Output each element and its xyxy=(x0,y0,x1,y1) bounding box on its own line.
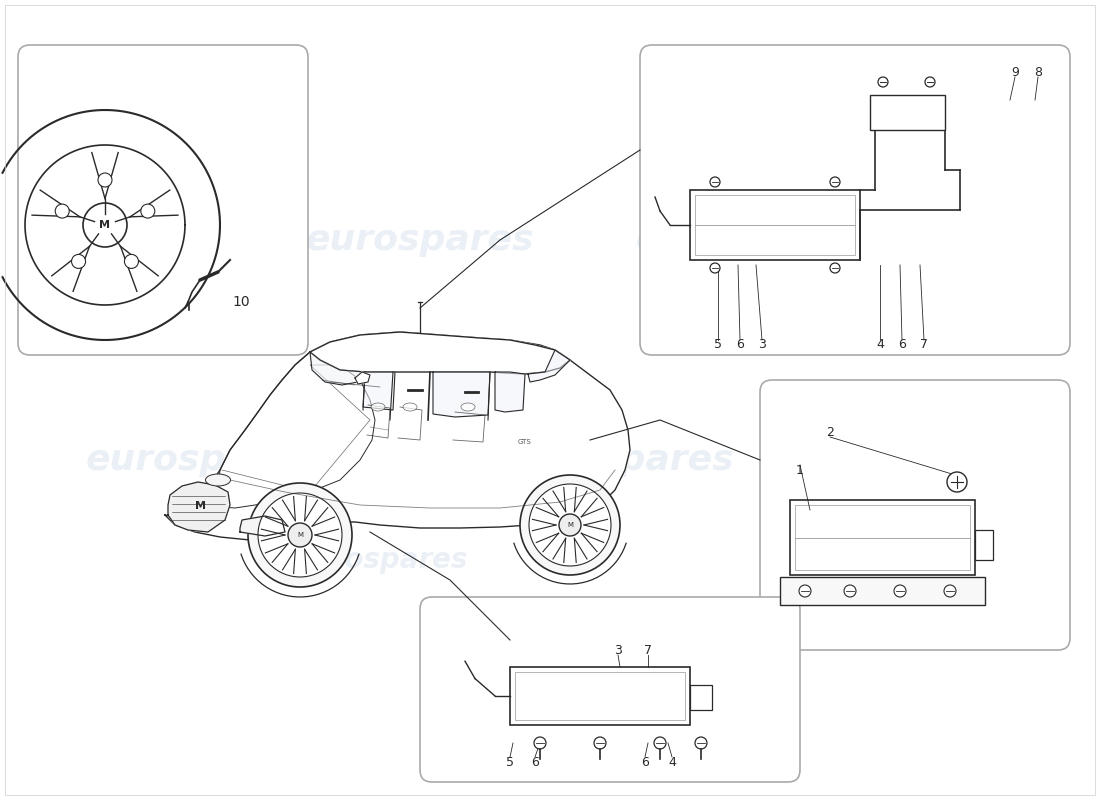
Circle shape xyxy=(258,493,342,577)
Circle shape xyxy=(878,77,888,87)
Circle shape xyxy=(799,585,811,597)
FancyBboxPatch shape xyxy=(18,45,308,355)
Circle shape xyxy=(894,585,906,597)
Text: 6: 6 xyxy=(736,338,744,351)
FancyBboxPatch shape xyxy=(420,597,800,782)
Text: M: M xyxy=(195,501,206,511)
Circle shape xyxy=(710,177,720,187)
Circle shape xyxy=(124,254,139,269)
Ellipse shape xyxy=(461,403,475,411)
Circle shape xyxy=(594,737,606,749)
Polygon shape xyxy=(363,372,395,410)
Circle shape xyxy=(55,204,69,218)
Circle shape xyxy=(72,254,86,269)
Text: M: M xyxy=(566,522,573,528)
Circle shape xyxy=(944,585,956,597)
Text: eurospares: eurospares xyxy=(293,546,468,574)
Polygon shape xyxy=(433,372,490,417)
Circle shape xyxy=(695,737,707,749)
Text: 4: 4 xyxy=(668,755,675,769)
Circle shape xyxy=(830,263,840,273)
Text: 6: 6 xyxy=(531,755,539,769)
Circle shape xyxy=(559,514,581,536)
Circle shape xyxy=(925,77,935,87)
Polygon shape xyxy=(495,372,525,412)
Text: eurospares: eurospares xyxy=(636,223,865,257)
Bar xyxy=(695,195,855,255)
Text: M: M xyxy=(99,220,110,230)
Text: 3: 3 xyxy=(614,643,622,657)
Bar xyxy=(870,95,945,130)
Ellipse shape xyxy=(371,403,385,411)
Text: 4: 4 xyxy=(876,338,884,351)
Text: eurospares: eurospares xyxy=(306,223,535,257)
Text: 6: 6 xyxy=(898,338,906,351)
Bar xyxy=(795,505,970,570)
Ellipse shape xyxy=(403,403,417,411)
Circle shape xyxy=(844,585,856,597)
Bar xyxy=(790,500,975,575)
Text: 8: 8 xyxy=(1034,66,1042,78)
Circle shape xyxy=(141,204,155,218)
Text: 7: 7 xyxy=(920,338,928,351)
Text: 2: 2 xyxy=(826,426,834,438)
Polygon shape xyxy=(240,516,285,536)
Text: 10: 10 xyxy=(232,295,250,309)
FancyBboxPatch shape xyxy=(640,45,1070,355)
Bar xyxy=(975,530,993,560)
Polygon shape xyxy=(165,332,630,542)
Circle shape xyxy=(710,263,720,273)
Text: eurospares: eurospares xyxy=(86,443,315,477)
Text: 5: 5 xyxy=(506,755,514,769)
Polygon shape xyxy=(310,332,570,374)
Text: eurospares: eurospares xyxy=(506,443,735,477)
Circle shape xyxy=(654,737,666,749)
Bar xyxy=(690,190,860,260)
Text: GTS: GTS xyxy=(518,439,532,445)
Circle shape xyxy=(288,523,312,547)
Text: M: M xyxy=(297,532,302,538)
Polygon shape xyxy=(528,350,570,382)
Circle shape xyxy=(520,475,620,575)
Polygon shape xyxy=(310,352,365,385)
Circle shape xyxy=(529,484,611,566)
Text: 7: 7 xyxy=(644,643,652,657)
Polygon shape xyxy=(168,482,230,532)
Text: 1: 1 xyxy=(796,463,804,477)
Circle shape xyxy=(830,177,840,187)
Bar xyxy=(780,577,984,605)
Text: 3: 3 xyxy=(758,338,766,351)
Bar xyxy=(690,685,712,710)
Text: 9: 9 xyxy=(1011,66,1019,78)
FancyBboxPatch shape xyxy=(760,380,1070,650)
Circle shape xyxy=(947,472,967,492)
Text: 6: 6 xyxy=(641,755,649,769)
Circle shape xyxy=(248,483,352,587)
Circle shape xyxy=(534,737,546,749)
Polygon shape xyxy=(355,372,370,384)
Bar xyxy=(510,667,690,725)
Ellipse shape xyxy=(206,474,231,486)
Bar xyxy=(515,672,685,720)
Text: 5: 5 xyxy=(714,338,722,351)
Circle shape xyxy=(98,173,112,187)
